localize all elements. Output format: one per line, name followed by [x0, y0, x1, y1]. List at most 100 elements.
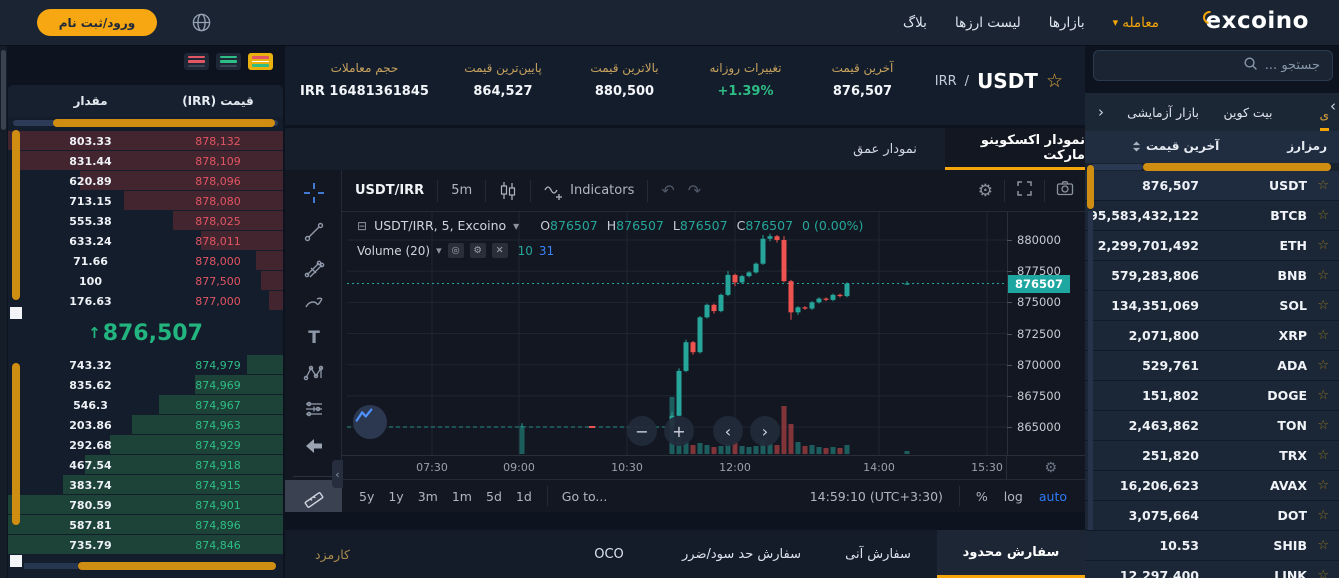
zoom-out-button[interactable]: −: [627, 416, 657, 446]
chevron-down-icon[interactable]: ▾: [513, 218, 520, 233]
range-1d[interactable]: 1d: [515, 488, 532, 504]
page-scrollbar[interactable]: [0, 45, 7, 578]
ask-row[interactable]: 831.44 878,109: [8, 151, 283, 171]
bid-row[interactable]: 546.3 874,967: [8, 395, 283, 415]
scrollbar-handle[interactable]: [10, 555, 22, 567]
arrow-marker-tool-icon[interactable]: [301, 433, 327, 459]
ask-row[interactable]: 713.15 878,080: [8, 191, 283, 211]
language-globe-icon[interactable]: [191, 12, 212, 37]
volume-settings-gear-icon[interactable]: ⚙: [469, 243, 486, 258]
volume-visibility-icon[interactable]: ◎: [447, 243, 464, 258]
snapshot-camera-icon[interactable]: [1045, 180, 1085, 201]
fees-link[interactable]: کارمزد: [315, 546, 350, 562]
log-scale-button[interactable]: log: [1003, 488, 1023, 504]
ask-row[interactable]: 100 877,500: [8, 271, 283, 291]
ask-row[interactable]: 555.38 878,025: [8, 211, 283, 231]
tab-bitcoin[interactable]: بیت کوین: [1223, 104, 1273, 120]
orderbook-hscrollbar[interactable]: [8, 119, 283, 127]
tabs-scroll-right-chevron[interactable]: ›: [1330, 97, 1336, 115]
market-row-ada[interactable]: ☆ ADA 529,761: [1085, 351, 1339, 381]
zoom-in-button[interactable]: +: [664, 416, 694, 446]
collapse-legend-icon[interactable]: ⊟: [357, 218, 368, 233]
market-row-trx[interactable]: ☆ TRX 251,820: [1085, 441, 1339, 471]
fullscreen-icon[interactable]: [1005, 180, 1044, 202]
candle-style-button[interactable]: [486, 170, 530, 212]
favorite-star-icon[interactable]: ☆: [1317, 358, 1329, 373]
bid-row[interactable]: 203.86 874,963: [8, 415, 283, 435]
tab-active-partial[interactable]: ی: [1319, 93, 1329, 131]
symbol-button[interactable]: USDT/IRR: [355, 183, 425, 198]
bid-row[interactable]: 292.68 874,929: [8, 435, 283, 455]
nav-item-coin-list[interactable]: لیست ارزها: [954, 14, 1021, 31]
tab-test-market[interactable]: بازار آزمایشی: [1127, 104, 1199, 120]
range-1y[interactable]: 1y: [388, 488, 404, 504]
tab-instant-order[interactable]: سفارش آنی: [845, 546, 911, 562]
market-row-link[interactable]: ☆ LINK 12,297,400: [1085, 561, 1339, 578]
favorite-star-icon[interactable]: ☆: [1317, 568, 1329, 578]
range-3m[interactable]: 3m: [417, 488, 438, 504]
bid-row[interactable]: 587.81 874,896: [8, 515, 283, 535]
ask-row[interactable]: 633.24 878,011: [8, 231, 283, 251]
market-row-ton[interactable]: ☆ TON 2,463,862: [1085, 411, 1339, 441]
favorite-star-icon[interactable]: ☆: [1045, 70, 1063, 92]
redo-icon[interactable]: ↷: [687, 181, 702, 200]
forecast-tool-icon[interactable]: [301, 396, 327, 422]
scrollbar-handle[interactable]: [10, 307, 22, 319]
asks-vscrollbar-thumb[interactable]: [12, 130, 20, 300]
timezone-settings-icon[interactable]: ⚙: [1044, 460, 1057, 476]
tab-oco-order[interactable]: OCO: [594, 546, 624, 562]
clock-utc-label[interactable]: 14:59:10 (UTC+3:30): [809, 488, 943, 504]
market-row-dot[interactable]: ☆ DOT 3,075,664: [1085, 501, 1339, 531]
markets-vscrollbar-track[interactable]: [1088, 211, 1093, 530]
tab-limit-order[interactable]: سفارش محدود: [937, 530, 1085, 578]
pitchfork-tool-icon[interactable]: [301, 255, 327, 281]
bid-row[interactable]: 467.54 874,918: [8, 455, 283, 475]
interval-button[interactable]: 5m: [451, 183, 473, 198]
favorite-star-icon[interactable]: ☆: [1317, 178, 1329, 193]
price-axis[interactable]: 880000 877500 875000 872500 870000 867500 8650…: [1007, 212, 1085, 455]
favorite-star-icon[interactable]: ☆: [1317, 448, 1329, 463]
chart-settings-gear-icon[interactable]: ⚙: [977, 180, 993, 201]
market-row-shib[interactable]: ☆ SHIB 10.53: [1085, 531, 1339, 561]
auto-scale-button[interactable]: auto: [1038, 488, 1067, 504]
scroll-left-button[interactable]: ‹: [713, 416, 743, 446]
bids-only-view-icon[interactable]: [216, 53, 241, 70]
search-input[interactable]: جستجو ...: [1093, 50, 1333, 81]
markets-hscrollbar[interactable]: [1085, 163, 1339, 171]
range-5d[interactable]: 5d: [486, 488, 502, 504]
tabs-scroll-left-chevron[interactable]: ‹: [1098, 103, 1104, 121]
range-1m[interactable]: 1m: [451, 488, 472, 504]
goto-date-button[interactable]: Go to...: [561, 488, 608, 504]
ask-row[interactable]: 176.63 877,000: [8, 291, 283, 311]
favorite-star-icon[interactable]: ☆: [1317, 268, 1329, 283]
favorite-star-icon[interactable]: ☆: [1317, 328, 1329, 343]
nav-item-blog[interactable]: بلاگ: [903, 14, 927, 31]
nav-item-markets[interactable]: بازارها: [1048, 14, 1085, 31]
page-scrollbar-thumb[interactable]: [1, 50, 6, 130]
favorite-star-icon[interactable]: ☆: [1317, 538, 1329, 553]
tab-stop-limit-order[interactable]: سفارش حد سود/ضرر: [682, 546, 801, 562]
tab-excoino-market-chart[interactable]: نمودار اکسکوینو مارکت: [945, 128, 1085, 170]
market-row-sol[interactable]: ☆ SOL 134,351,069: [1085, 291, 1339, 321]
volume-label[interactable]: Volume (20): [357, 243, 431, 258]
favorite-star-icon[interactable]: ☆: [1317, 388, 1329, 403]
price-column-header[interactable]: آخرین قیمت: [1132, 139, 1219, 153]
ask-row[interactable]: 71.66 878,000: [8, 251, 283, 271]
market-row-usdt[interactable]: ☆ USDT 876,507: [1085, 171, 1339, 201]
favorite-star-icon[interactable]: ☆: [1317, 298, 1329, 313]
time-axis[interactable]: ⚙ 07:30 09:00 10:30 12:00 14:00 15:30: [342, 455, 1085, 480]
login-register-button[interactable]: ورود/ثبت نام: [37, 9, 157, 36]
tradingview-logo[interactable]: [353, 405, 387, 439]
both-sides-view-icon[interactable]: [248, 53, 273, 70]
indicators-button[interactable]: Indicators: [531, 170, 647, 212]
bid-row[interactable]: 835.62 874,969: [8, 375, 283, 395]
legend-title[interactable]: USDT/IRR, 5, Excoino: [374, 218, 507, 233]
favorite-star-icon[interactable]: ☆: [1317, 478, 1329, 493]
ask-row[interactable]: 803.33 878,132: [8, 131, 283, 151]
bids-vscrollbar-thumb[interactable]: [12, 363, 20, 525]
bid-row[interactable]: 780.59 874,901: [8, 495, 283, 515]
bid-row[interactable]: 743.32 874,979: [8, 355, 283, 375]
nav-item-trade[interactable]: معامله ▾: [1113, 15, 1159, 31]
market-row-avax[interactable]: ☆ AVAX 16,206,623: [1085, 471, 1339, 501]
crosshair-tool-icon[interactable]: [301, 180, 327, 206]
